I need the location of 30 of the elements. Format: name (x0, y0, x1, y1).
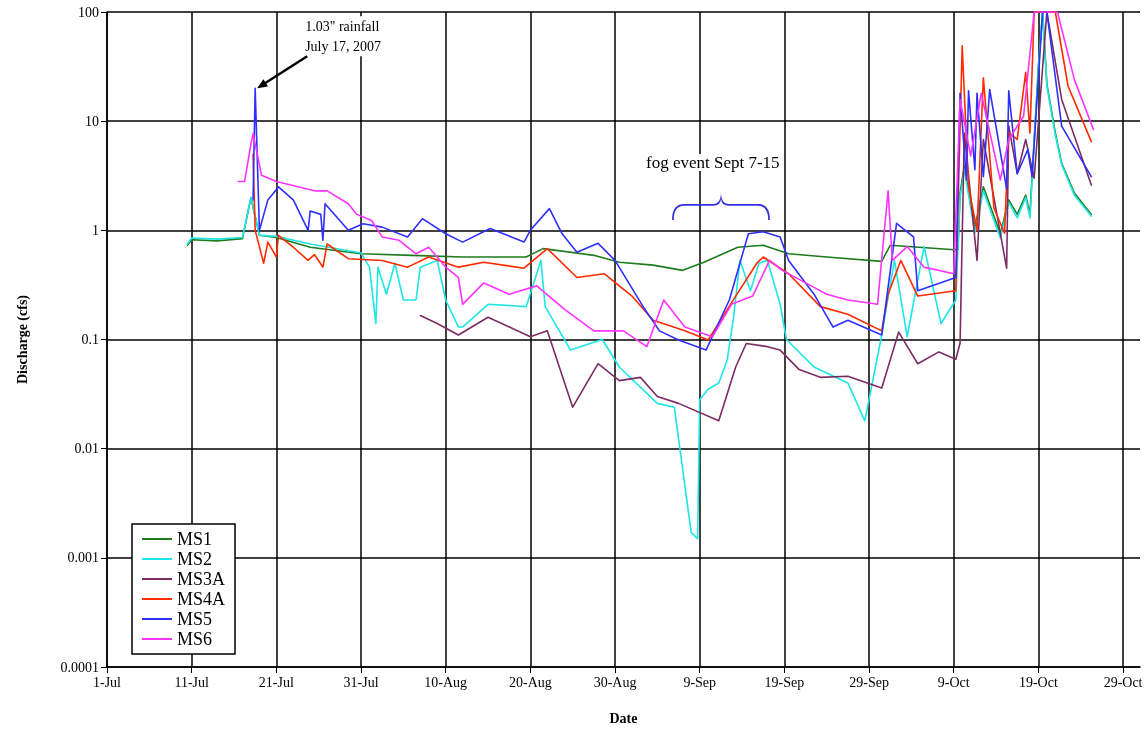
x-tick-label: 19-Oct (1018, 674, 1058, 690)
x-tick-label: 11-Jul (174, 674, 210, 690)
y-tick-label: 1 (92, 222, 99, 238)
x-tick-label: 1-Jul (93, 674, 122, 690)
legend-label: MS2 (177, 549, 213, 569)
annotation: fog event Sept 7-15 (646, 153, 780, 172)
x-tick-label: 20-Aug (508, 674, 552, 690)
x-tick-label: 9-Sep (683, 674, 717, 690)
y-tick-label: 0.1 (81, 332, 99, 347)
y-tick-label: 0.01 (74, 441, 99, 457)
x-tick-label: 30-Aug (593, 674, 637, 690)
x-axis-title: Date (609, 710, 638, 726)
y-tick-label: 0.001 (67, 550, 99, 566)
annotation: 1.03" rainfall July 17, 2007 (305, 18, 382, 54)
legend-label: MS1 (177, 529, 213, 549)
legend-label: MS3A (177, 569, 226, 589)
legend-label: MS4A (177, 589, 226, 609)
y-tick-label: 0.0001 (60, 659, 99, 675)
y-axis-title: Discharge (cfs) (14, 294, 31, 385)
y-tick-label: 10 (85, 113, 99, 129)
x-tick-label: 29-Sep (849, 674, 889, 690)
legend-label: MS6 (177, 629, 213, 649)
x-tick-label: 31-Jul (343, 674, 379, 690)
x-tick-label: 9-Oct (937, 674, 970, 690)
legend-label: MS5 (177, 609, 213, 629)
y-tick-label: 100 (78, 4, 99, 20)
x-tick-label: 29-Oct (1103, 674, 1143, 690)
x-tick-label: 19-Sep (764, 674, 805, 690)
x-tick-label: 21-Jul (258, 674, 294, 690)
x-tick-label: 10-Aug (424, 674, 468, 690)
